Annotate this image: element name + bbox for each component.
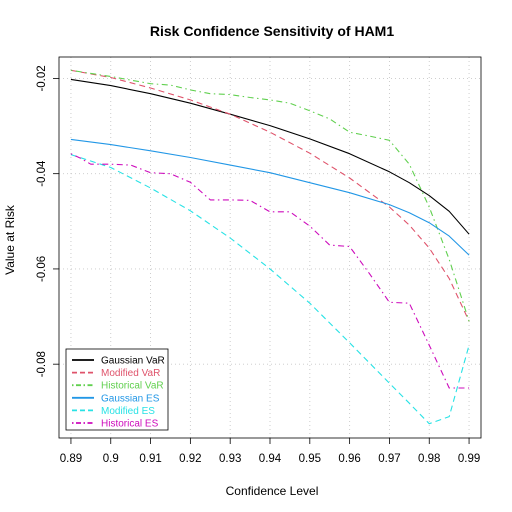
legend-label: Gaussian ES — [101, 393, 160, 404]
y-tick-label: -0.08 — [36, 351, 48, 377]
x-tick-label: 0.94 — [259, 453, 282, 465]
x-tick-label: 0.99 — [458, 453, 480, 465]
y-tick-label: -0.06 — [36, 256, 48, 282]
x-tick-label: 0.91 — [139, 453, 161, 465]
legend-label: Modified VaR — [101, 368, 160, 379]
y-tick-label: -0.04 — [36, 160, 48, 187]
chart-title: Risk Confidence Sensitivity of HAM1 — [150, 23, 394, 39]
x-tick-label: 0.93 — [219, 453, 241, 465]
x-tick-label: 0.92 — [179, 453, 201, 465]
y-axis-label: Value at Risk — [3, 204, 17, 275]
x-tick-label: 0.96 — [338, 453, 360, 465]
y-tick-label: -0.02 — [36, 65, 48, 91]
x-tick-label: 0.97 — [378, 453, 400, 465]
x-tick-label: 0.95 — [299, 453, 321, 465]
x-tick-label: 0.98 — [418, 453, 440, 465]
x-axis-label: Confidence Level — [226, 484, 319, 498]
legend-label: Historical VaR — [101, 381, 164, 392]
x-tick-label: 0.9 — [103, 453, 119, 465]
x-tick-label: 0.89 — [60, 453, 82, 465]
legend-label: Modified ES — [101, 406, 155, 417]
legend-label: Gaussian VaR — [101, 356, 165, 367]
legend-label: Historical ES — [101, 419, 159, 430]
